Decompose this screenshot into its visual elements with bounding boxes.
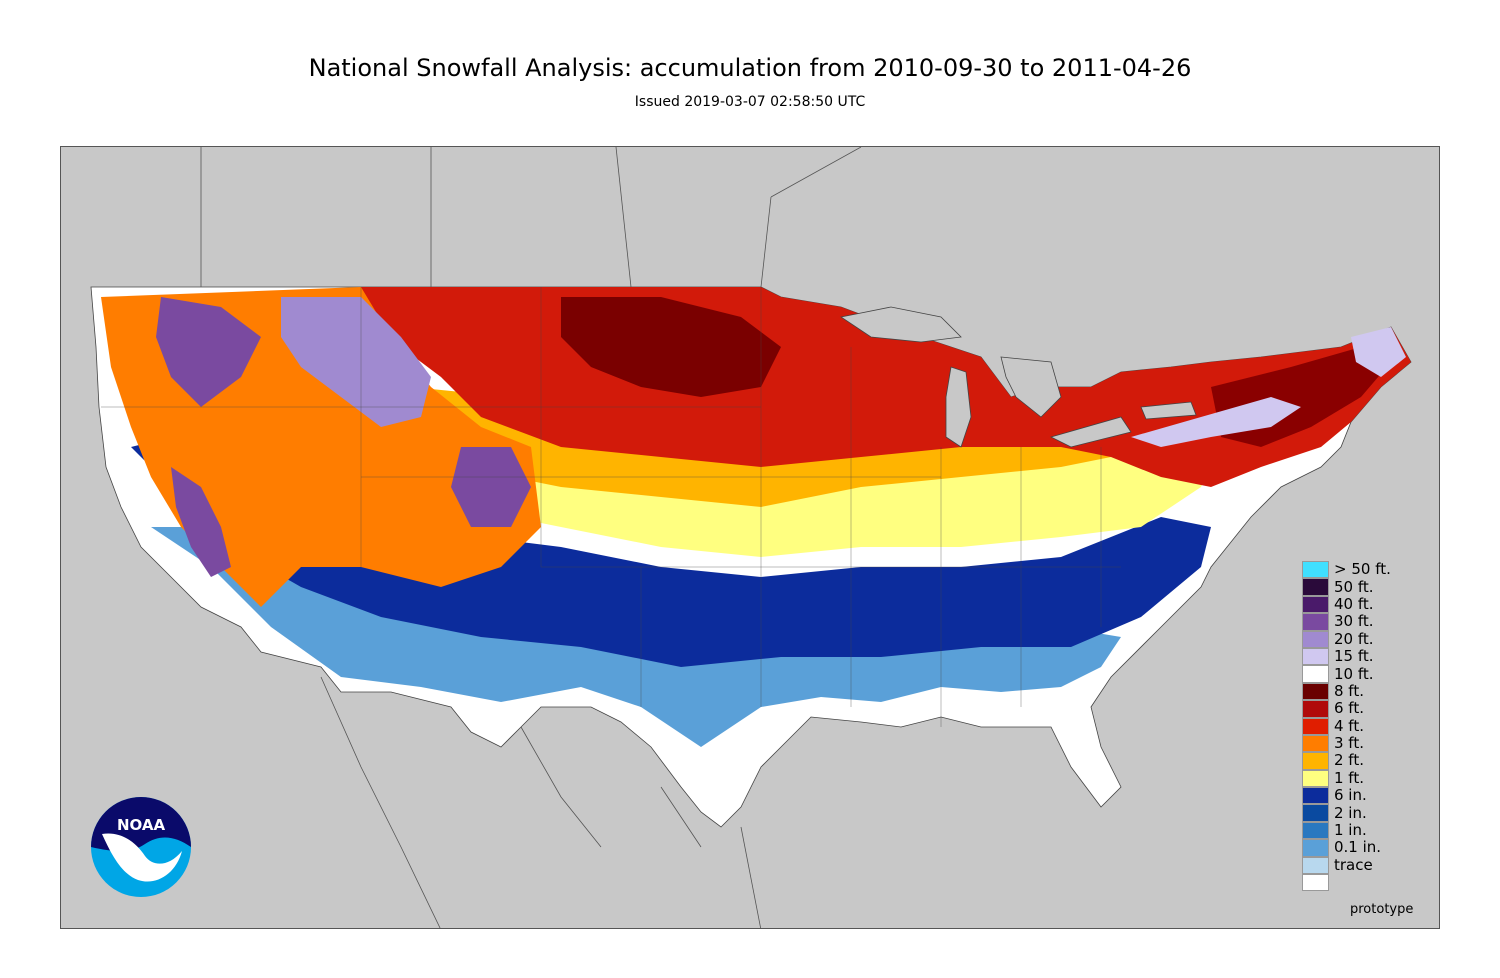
prototype-note: prototype (1350, 902, 1414, 917)
legend-label: 4 ft. (1334, 716, 1364, 735)
legend-swatch (1302, 630, 1329, 648)
legend-item: 1 in. (1302, 821, 1422, 840)
lake-michigan (945, 366, 972, 448)
legend-item: 2 in. (1302, 803, 1422, 822)
band-sierra-peaks (171, 467, 231, 577)
legend-swatch (1302, 717, 1329, 735)
band-maine-peaks (1351, 327, 1406, 377)
legend-label: 6 in. (1334, 786, 1367, 805)
legend-label: 0.1 in. (1334, 838, 1382, 857)
legend-item: 0.1 in. (1302, 838, 1422, 857)
legend-label: 30 ft. (1334, 612, 1374, 631)
issued-timestamp: Issued 2019-03-07 02:58:50 UTC (634, 94, 866, 110)
legend-swatch (1302, 700, 1329, 718)
lake-huron (1000, 356, 1062, 418)
state-borders (101, 287, 1121, 727)
legend-label: 50 ft. (1334, 577, 1374, 596)
legend-swatch (1302, 682, 1329, 701)
legend-item-bottom (1302, 874, 1422, 892)
legend-item: 15 ft. (1302, 647, 1422, 666)
legend-swatch (1302, 595, 1329, 614)
legend-label: 8 ft. (1334, 681, 1364, 700)
legend-label: 2 in. (1334, 803, 1367, 822)
legend-swatch (1302, 874, 1329, 892)
legend-item: 10 ft. (1302, 664, 1422, 683)
legend-item: 30 ft. (1302, 612, 1422, 631)
legend-swatch (1302, 787, 1329, 805)
map-canvas (61, 147, 1439, 928)
legend: > 50 ft. 50 ft. 40 ft. 30 ft. 20 ft. 15 … (1302, 560, 1422, 892)
legend-swatch (1302, 821, 1329, 840)
band-rockies-peaks (281, 297, 431, 427)
logo-text: NOAA (117, 816, 166, 834)
legend-label: 15 ft. (1334, 647, 1374, 666)
noaa-logo-icon: NOAA (90, 796, 192, 898)
band-eight-feet (561, 297, 781, 397)
legend-swatch (1302, 613, 1329, 631)
legend-swatch (1302, 665, 1329, 683)
legend-label: 1 in. (1334, 821, 1367, 840)
legend-item: 1 ft. (1302, 768, 1422, 788)
legend-swatch (1302, 856, 1329, 875)
snowfall-map (60, 146, 1440, 929)
map-title: National Snowfall Analysis: accumulation… (308, 54, 1192, 82)
legend-item: 6 in. (1302, 786, 1422, 805)
legend-item: 2 ft. (1302, 751, 1422, 770)
band-western-peaks (156, 297, 261, 407)
legend-item: 8 ft. (1302, 681, 1422, 701)
legend-item: 20 ft. (1302, 629, 1422, 648)
legend-item: 40 ft. (1302, 594, 1422, 614)
legend-label: 3 ft. (1334, 734, 1364, 753)
legend-item: 6 ft. (1302, 699, 1422, 718)
noaa-logo-graphic: NOAA (91, 797, 191, 897)
legend-label: 1 ft. (1334, 768, 1364, 787)
canada-province-lines (200, 147, 862, 288)
legend-swatch (1302, 578, 1329, 596)
legend-swatch (1302, 734, 1329, 753)
mexico-state-lines (320, 676, 762, 928)
legend-item: 50 ft. (1302, 577, 1422, 596)
logo-bird (102, 833, 182, 882)
lake-superior (839, 306, 962, 343)
legend-label: 40 ft. (1334, 594, 1374, 613)
legend-label: 10 ft. (1334, 664, 1374, 683)
lake-erie (1049, 416, 1132, 448)
band-colorado-peaks (451, 447, 531, 527)
legend-label: 2 ft. (1334, 751, 1364, 770)
lake-ontario (1140, 401, 1197, 420)
legend-item: trace (1302, 855, 1422, 875)
legend-label: 6 ft. (1334, 699, 1364, 718)
legend-label: trace (1334, 855, 1373, 874)
legend-item: 4 ft. (1302, 716, 1422, 735)
legend-swatch (1302, 804, 1329, 822)
legend-swatch (1302, 769, 1329, 788)
legend-item: > 50 ft. (1302, 560, 1422, 579)
legend-label: 20 ft. (1334, 629, 1374, 648)
legend-swatch (1302, 752, 1329, 770)
legend-swatch (1302, 561, 1329, 579)
legend-swatch (1302, 839, 1329, 857)
legend-label: > 50 ft. (1334, 560, 1391, 579)
band-northeast-peaks (1131, 397, 1301, 447)
legend-swatch (1302, 647, 1329, 666)
legend-item: 3 ft. (1302, 734, 1422, 753)
